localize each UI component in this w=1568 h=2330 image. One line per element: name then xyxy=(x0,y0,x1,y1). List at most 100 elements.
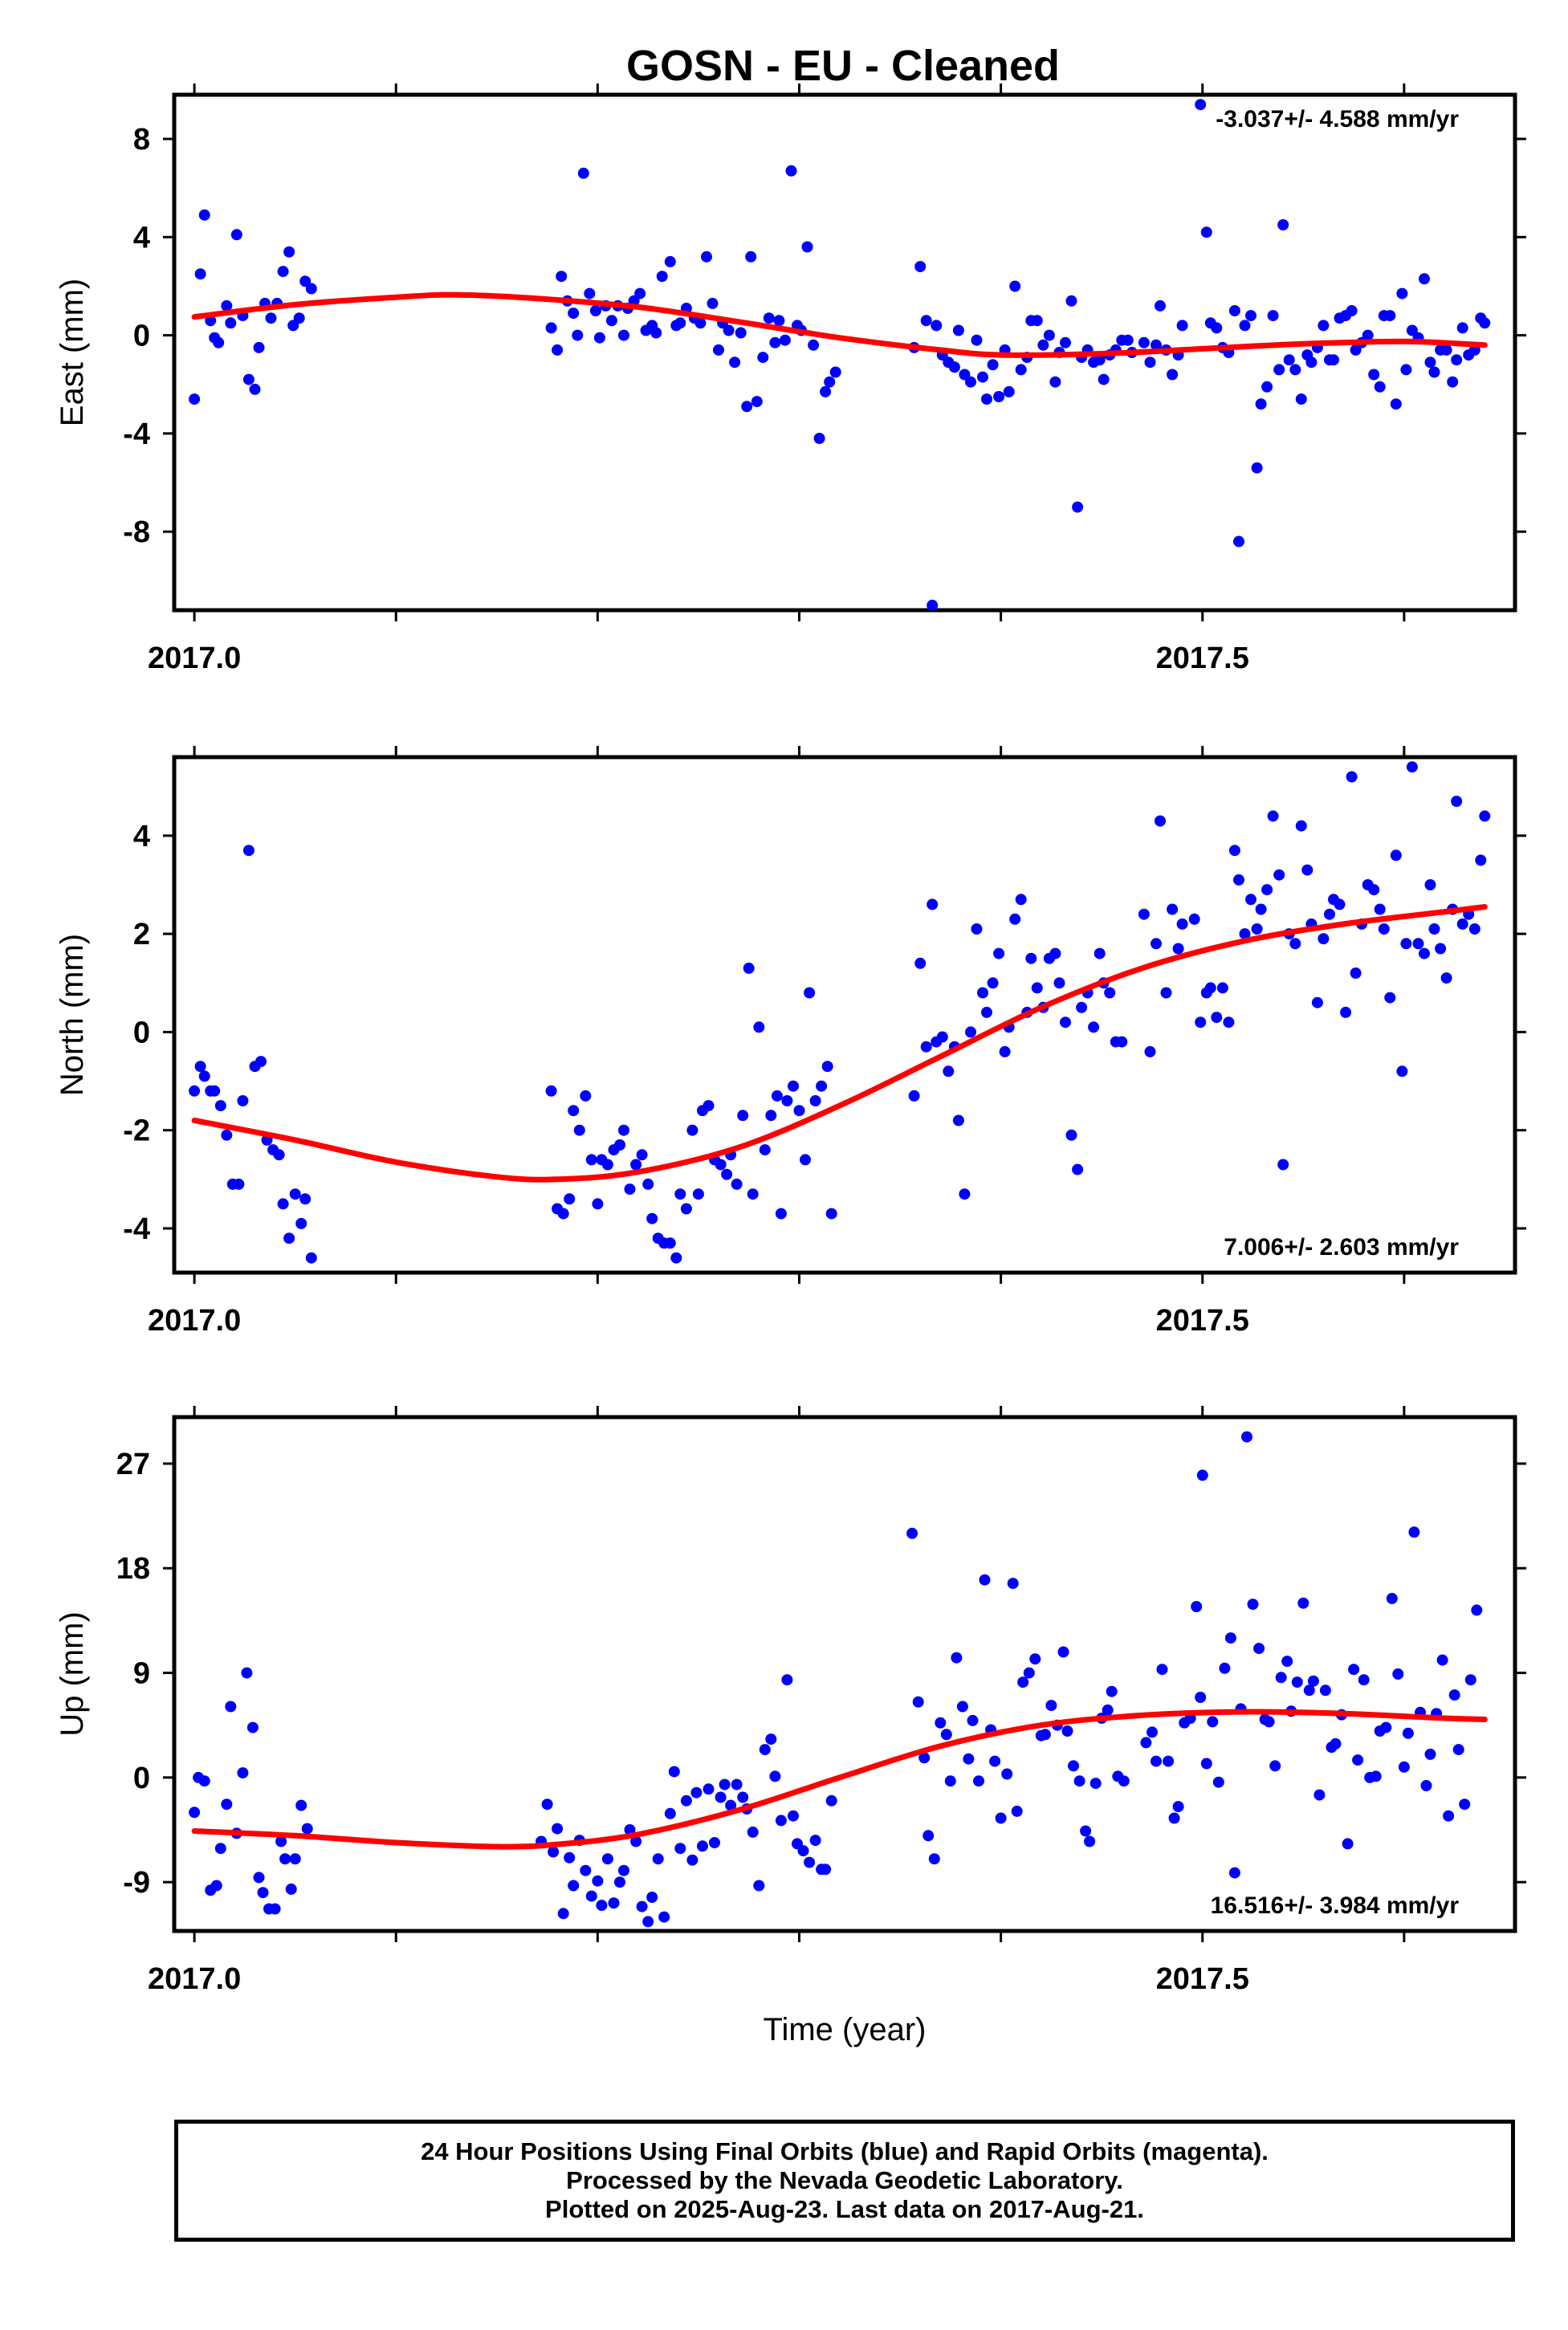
data-point xyxy=(804,1856,816,1868)
y-tick-label: 8 xyxy=(133,123,150,157)
data-point xyxy=(918,1752,931,1764)
data-point xyxy=(237,1767,249,1779)
data-point xyxy=(1451,354,1463,366)
data-point xyxy=(1015,894,1027,906)
data-point xyxy=(1060,1016,1071,1029)
data-point xyxy=(1443,1810,1455,1822)
data-point xyxy=(816,1080,828,1092)
data-point xyxy=(305,1252,317,1264)
data-point xyxy=(650,327,662,339)
footer-line-2: Processed by the Nevada Geodetic Laborat… xyxy=(566,2166,1123,2194)
data-point xyxy=(1224,1632,1236,1644)
data-point xyxy=(821,1061,833,1073)
data-point xyxy=(931,320,943,332)
data-point xyxy=(703,1100,715,1112)
data-point xyxy=(993,391,1005,402)
data-point xyxy=(189,1807,201,1819)
data-point xyxy=(906,1527,918,1539)
data-point xyxy=(824,376,836,388)
data-point xyxy=(1084,1835,1096,1847)
x-axis-label: Time (year) xyxy=(764,2012,927,2047)
data-point xyxy=(1261,381,1273,393)
data-point xyxy=(825,1208,837,1220)
data-point xyxy=(1362,329,1374,341)
data-point xyxy=(940,1729,952,1741)
data-point xyxy=(592,1875,604,1887)
data-point xyxy=(305,283,317,295)
data-point xyxy=(634,287,646,299)
data-point xyxy=(1017,1676,1029,1688)
data-point xyxy=(1305,356,1318,369)
data-point xyxy=(1255,903,1267,915)
data-point xyxy=(1089,1778,1102,1790)
data-point xyxy=(608,1897,620,1909)
data-point xyxy=(914,261,927,272)
data-point xyxy=(1080,1825,1092,1837)
data-point xyxy=(808,339,820,351)
data-point xyxy=(674,317,686,329)
data-point xyxy=(1440,344,1452,356)
data-point xyxy=(246,1721,259,1733)
data-point xyxy=(956,1701,968,1713)
data-point xyxy=(908,1090,920,1102)
data-point xyxy=(753,1021,765,1033)
data-point xyxy=(715,1791,727,1803)
data-point xyxy=(592,1198,604,1210)
data-point xyxy=(1269,1760,1281,1772)
data-point xyxy=(1406,761,1418,773)
data-point xyxy=(1228,1867,1240,1879)
data-point xyxy=(618,329,629,341)
data-point xyxy=(1456,918,1468,930)
data-point xyxy=(769,1770,781,1782)
data-point xyxy=(1406,324,1418,336)
data-point xyxy=(233,1178,245,1190)
data-point xyxy=(1072,1163,1084,1175)
data-point xyxy=(1289,364,1301,376)
data-point xyxy=(771,1090,783,1102)
data-point xyxy=(1233,536,1244,548)
data-point xyxy=(189,393,201,405)
data-point xyxy=(1396,1065,1408,1077)
x-tick-label: 2017.5 xyxy=(1156,1962,1249,1996)
data-point xyxy=(1263,1716,1275,1728)
data-point xyxy=(221,1798,233,1811)
data-point xyxy=(1273,869,1285,881)
data-point xyxy=(618,1124,629,1136)
data-point xyxy=(670,1252,682,1264)
data-point xyxy=(1348,1664,1360,1676)
data-point xyxy=(1007,1578,1019,1590)
data-point xyxy=(1151,339,1162,351)
data-point xyxy=(1267,810,1279,822)
data-point xyxy=(1211,322,1223,334)
data-point xyxy=(275,1835,287,1847)
data-point xyxy=(686,1124,698,1136)
data-point xyxy=(1342,1838,1354,1850)
data-point xyxy=(1049,376,1061,388)
data-point xyxy=(646,1892,658,1903)
y-tick-label: -2 xyxy=(123,1114,150,1148)
data-point xyxy=(1155,299,1166,312)
data-point xyxy=(214,1843,226,1855)
data-point xyxy=(241,1667,253,1679)
data-point xyxy=(1144,356,1156,369)
data-point xyxy=(1212,1776,1224,1788)
data-point xyxy=(1459,1798,1471,1811)
data-point xyxy=(1167,369,1179,381)
data-point xyxy=(725,1799,737,1811)
data-point xyxy=(993,947,1005,959)
data-point xyxy=(1261,884,1273,896)
data-point xyxy=(800,1154,811,1166)
data-point xyxy=(614,1876,625,1888)
data-point xyxy=(745,251,757,263)
data-point xyxy=(674,1843,686,1855)
data-point xyxy=(1065,1129,1077,1141)
data-point xyxy=(1350,967,1362,979)
y-axis-label: North (mm) xyxy=(55,934,90,1096)
data-point xyxy=(221,1129,233,1141)
data-point xyxy=(981,1006,992,1018)
data-point xyxy=(971,923,983,935)
data-point xyxy=(210,1880,222,1892)
data-point xyxy=(1311,996,1323,1008)
data-point xyxy=(584,287,596,299)
data-point xyxy=(809,1835,821,1847)
